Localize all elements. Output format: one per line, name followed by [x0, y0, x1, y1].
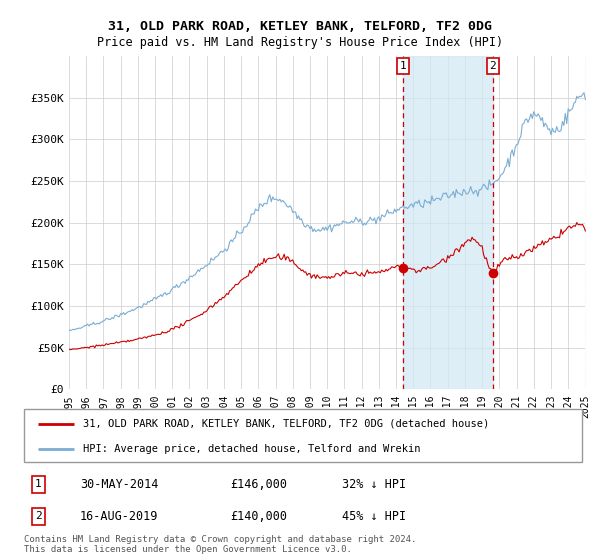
- Text: 16-AUG-2019: 16-AUG-2019: [80, 510, 158, 523]
- Text: £140,000: £140,000: [230, 510, 287, 523]
- Text: 2: 2: [490, 61, 496, 71]
- Text: Price paid vs. HM Land Registry's House Price Index (HPI): Price paid vs. HM Land Registry's House …: [97, 36, 503, 49]
- Text: 30-MAY-2014: 30-MAY-2014: [80, 478, 158, 491]
- FancyBboxPatch shape: [24, 409, 582, 462]
- Text: 2: 2: [35, 511, 42, 521]
- Text: 32% ↓ HPI: 32% ↓ HPI: [342, 478, 406, 491]
- Text: 45% ↓ HPI: 45% ↓ HPI: [342, 510, 406, 523]
- Text: £146,000: £146,000: [230, 478, 287, 491]
- Bar: [403, 56, 493, 389]
- Text: 31, OLD PARK ROAD, KETLEY BANK, TELFORD, TF2 0DG: 31, OLD PARK ROAD, KETLEY BANK, TELFORD,…: [108, 20, 492, 32]
- Bar: [586, 56, 594, 389]
- Text: 1: 1: [35, 479, 42, 489]
- Text: Contains HM Land Registry data © Crown copyright and database right 2024.
This d: Contains HM Land Registry data © Crown c…: [24, 535, 416, 554]
- Text: HPI: Average price, detached house, Telford and Wrekin: HPI: Average price, detached house, Telf…: [83, 444, 420, 454]
- Text: 31, OLD PARK ROAD, KETLEY BANK, TELFORD, TF2 0DG (detached house): 31, OLD PARK ROAD, KETLEY BANK, TELFORD,…: [83, 419, 489, 429]
- Text: 1: 1: [400, 61, 406, 71]
